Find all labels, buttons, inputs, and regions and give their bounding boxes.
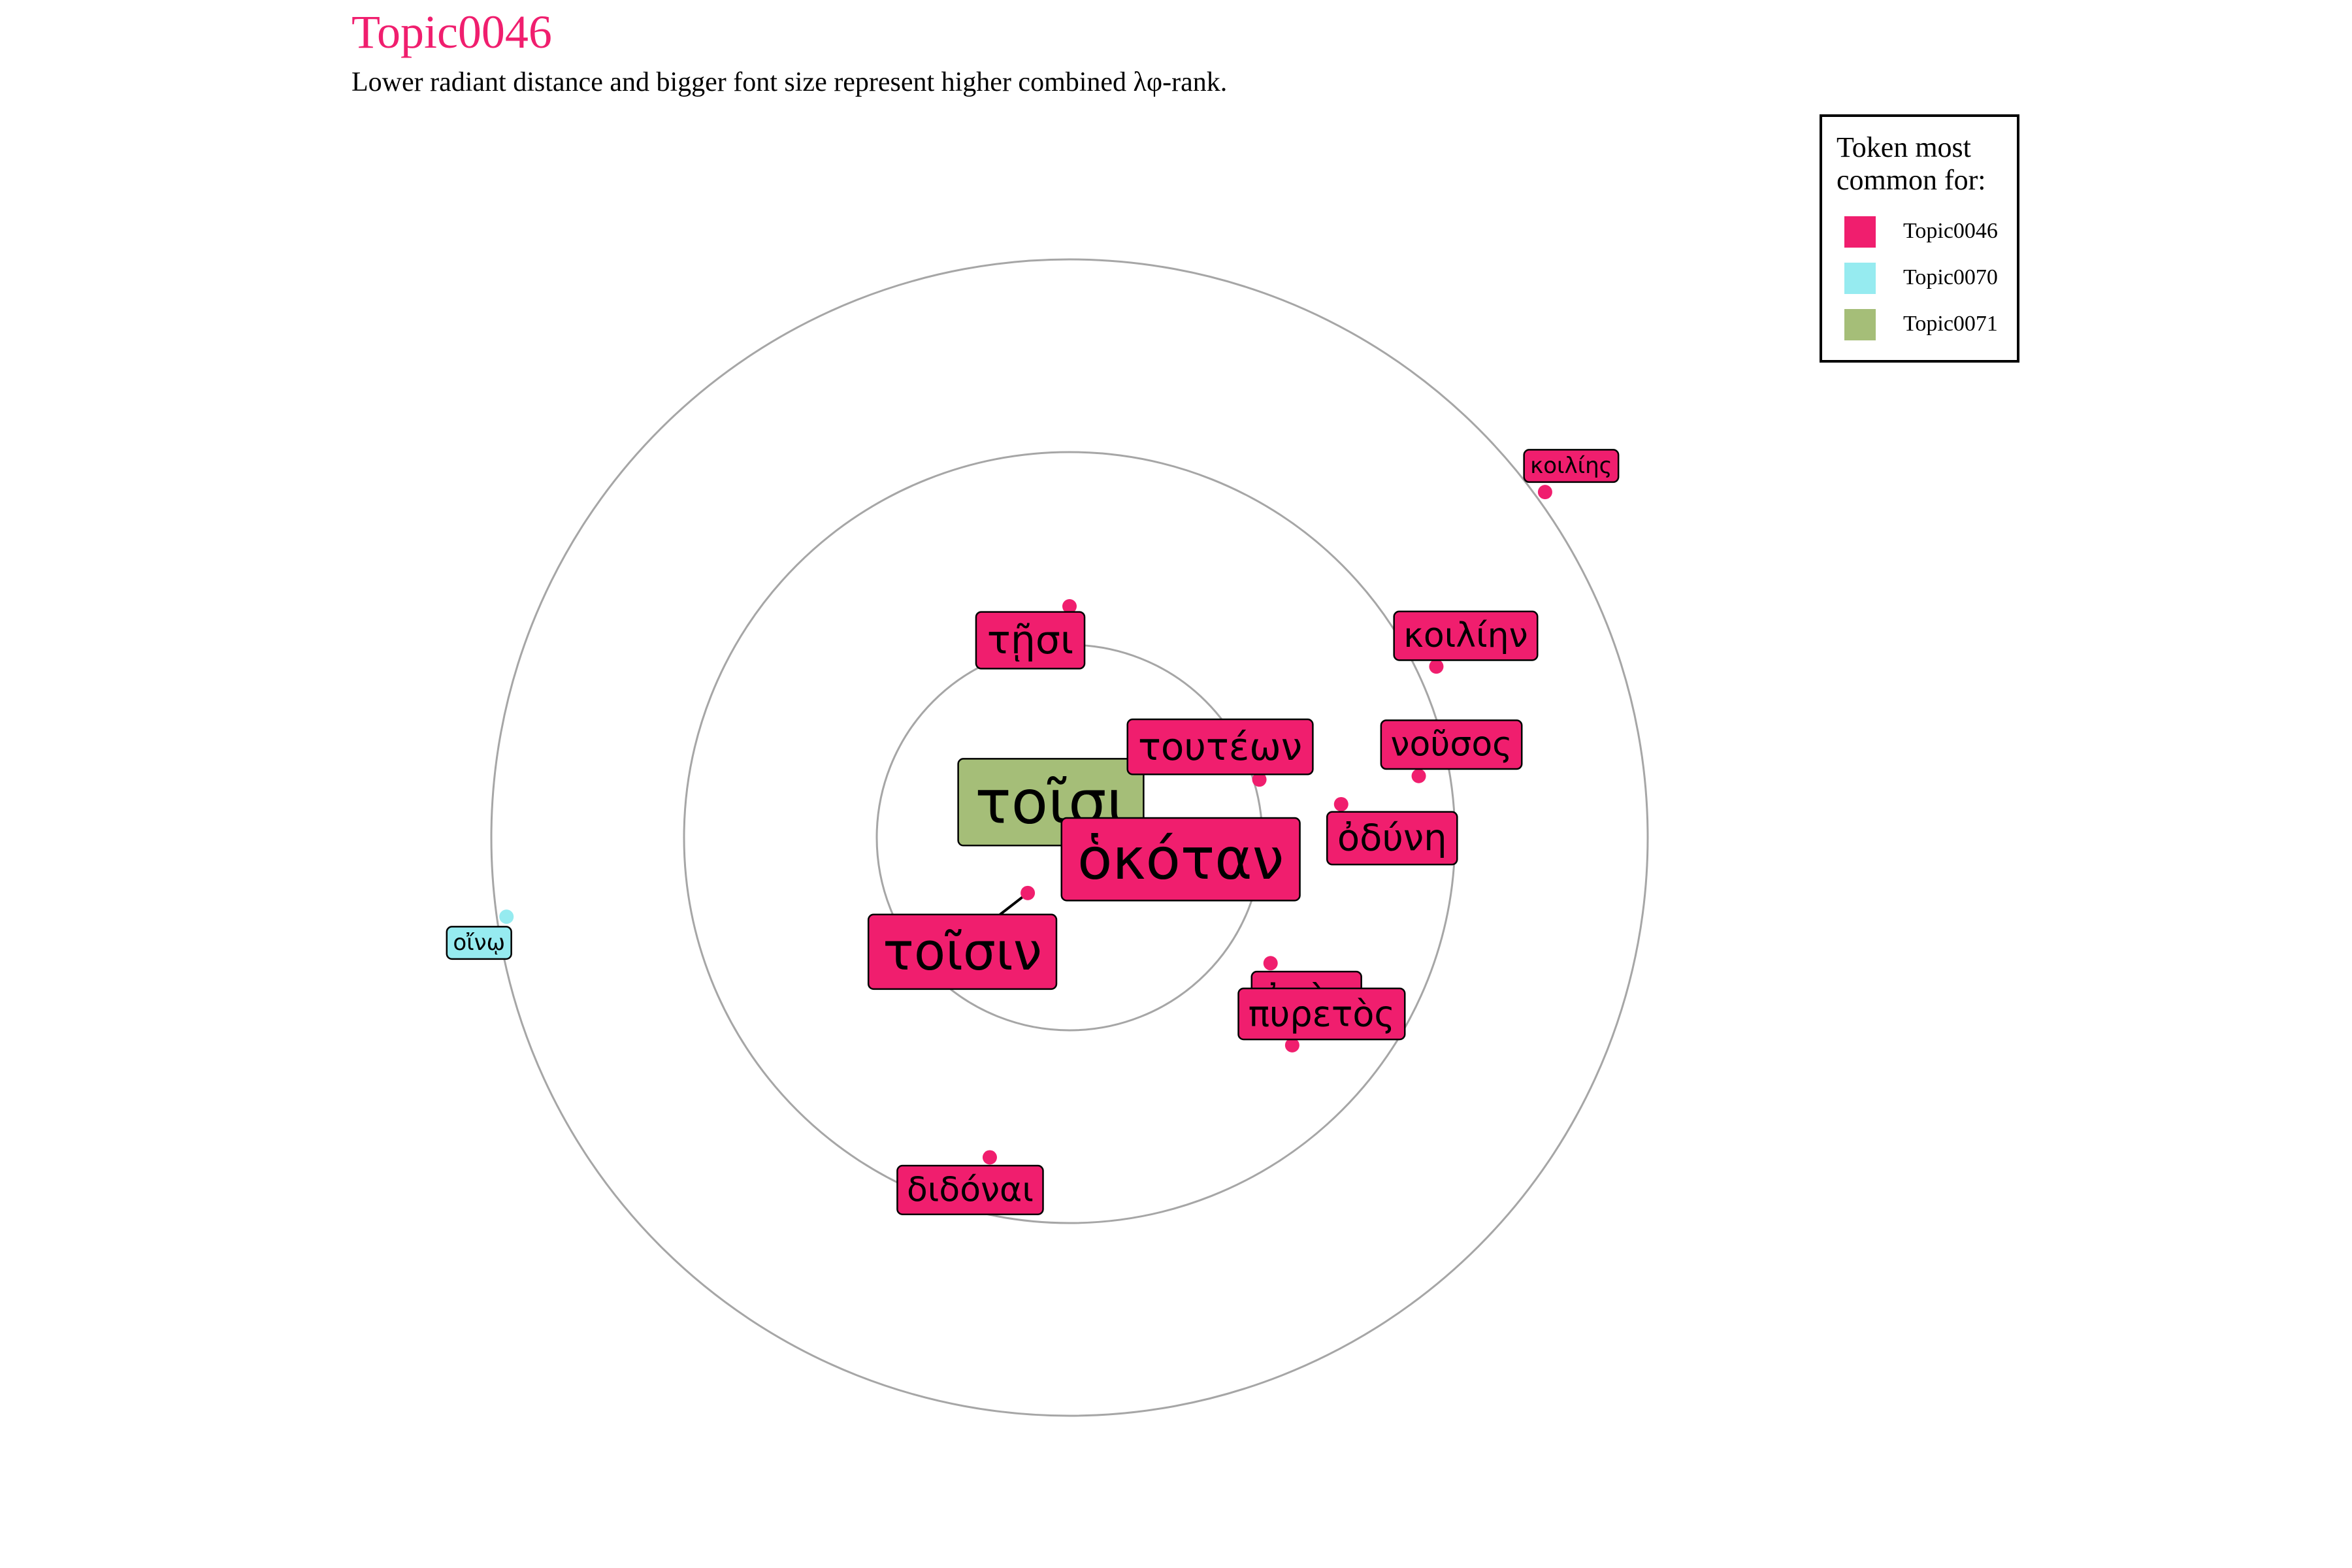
token-label-12: οἴνῳ — [446, 926, 512, 960]
legend-swatch-topic0071 — [1844, 309, 1876, 340]
token-label-text: τῇσι — [987, 617, 1073, 663]
legend-swatch-topic0046 — [1844, 216, 1876, 248]
token-point-3 — [1062, 599, 1077, 613]
token-point-10 — [982, 1150, 997, 1165]
token-label-box — [446, 926, 512, 960]
token-label-7: πυρετὸς — [1237, 987, 1406, 1041]
token-point-7 — [1284, 1037, 1299, 1053]
token-label-box — [1380, 719, 1523, 770]
legend-swatch-topic0070 — [1844, 263, 1876, 294]
token-label-4: τουτέων — [1126, 718, 1314, 776]
chart-title: Topic0046 — [351, 6, 552, 58]
token-label-box — [867, 913, 1058, 990]
legend-title: Token most common for: — [1837, 131, 1986, 196]
legend-label-topic0046: Topic0046 — [1903, 219, 1998, 243]
token-label-text: διδόναι — [907, 1170, 1034, 1209]
token-label-box — [975, 611, 1086, 670]
legend-label-topic0070: Topic0070 — [1903, 265, 1998, 289]
token-label-3: τῇσι — [975, 611, 1086, 670]
token-label-10: διδόναι — [896, 1164, 1044, 1215]
ring-3 — [490, 258, 1649, 1417]
token-label-1: ὁκόταν — [1060, 817, 1301, 902]
token-label-9: κοιλίην — [1393, 610, 1539, 661]
token-label-box — [1237, 987, 1406, 1041]
legend-label-topic0071: Topic0071 — [1903, 312, 1998, 336]
token-label-text: πυρετὸς — [1249, 993, 1395, 1034]
token-label-box — [1326, 811, 1458, 866]
token-label-text: τουτέων — [1138, 725, 1302, 769]
token-point-6 — [1333, 796, 1348, 811]
token-label-box — [1523, 449, 1620, 483]
token-label-text: ὁκόταν — [1077, 826, 1284, 892]
token-label-text: νοῦσος — [1390, 725, 1512, 764]
legend: Token most common for: Topic0046 Topic00… — [1820, 114, 2019, 363]
token-label-text: κοιλίης — [1530, 453, 1612, 479]
token-label-box — [896, 1164, 1044, 1215]
token-point-8 — [1411, 768, 1426, 783]
token-point-9 — [1429, 659, 1444, 674]
token-point-12 — [499, 909, 514, 924]
token-label-text: ὀδύνη — [1337, 817, 1447, 859]
token-label-box — [1060, 817, 1301, 902]
token-label-2: τοῖσιν — [867, 913, 1058, 990]
token-label-text: κοιλίην — [1403, 616, 1527, 655]
token-label-text: οἴνῳ — [453, 930, 505, 956]
token-point-11 — [1537, 485, 1552, 500]
token-label-6: ὀδύνη — [1326, 811, 1458, 866]
token-point-4 — [1252, 772, 1267, 787]
token-label-8: νοῦσος — [1380, 719, 1523, 770]
token-label-11: κοιλίης — [1523, 449, 1620, 483]
token-point-5 — [1263, 956, 1278, 971]
token-point-2 — [1021, 885, 1036, 900]
token-labels: τοῖσιὁκόταντοῖσιντῇσιτουτέωνἐπὴνὀδύνηπυρ… — [446, 449, 1620, 1215]
chart-subtitle: Lower radiant distance and bigger font s… — [351, 67, 1228, 97]
token-label-box — [1126, 718, 1314, 776]
token-label-box — [1393, 610, 1539, 661]
token-label-text: τοῖσιν — [883, 922, 1042, 982]
